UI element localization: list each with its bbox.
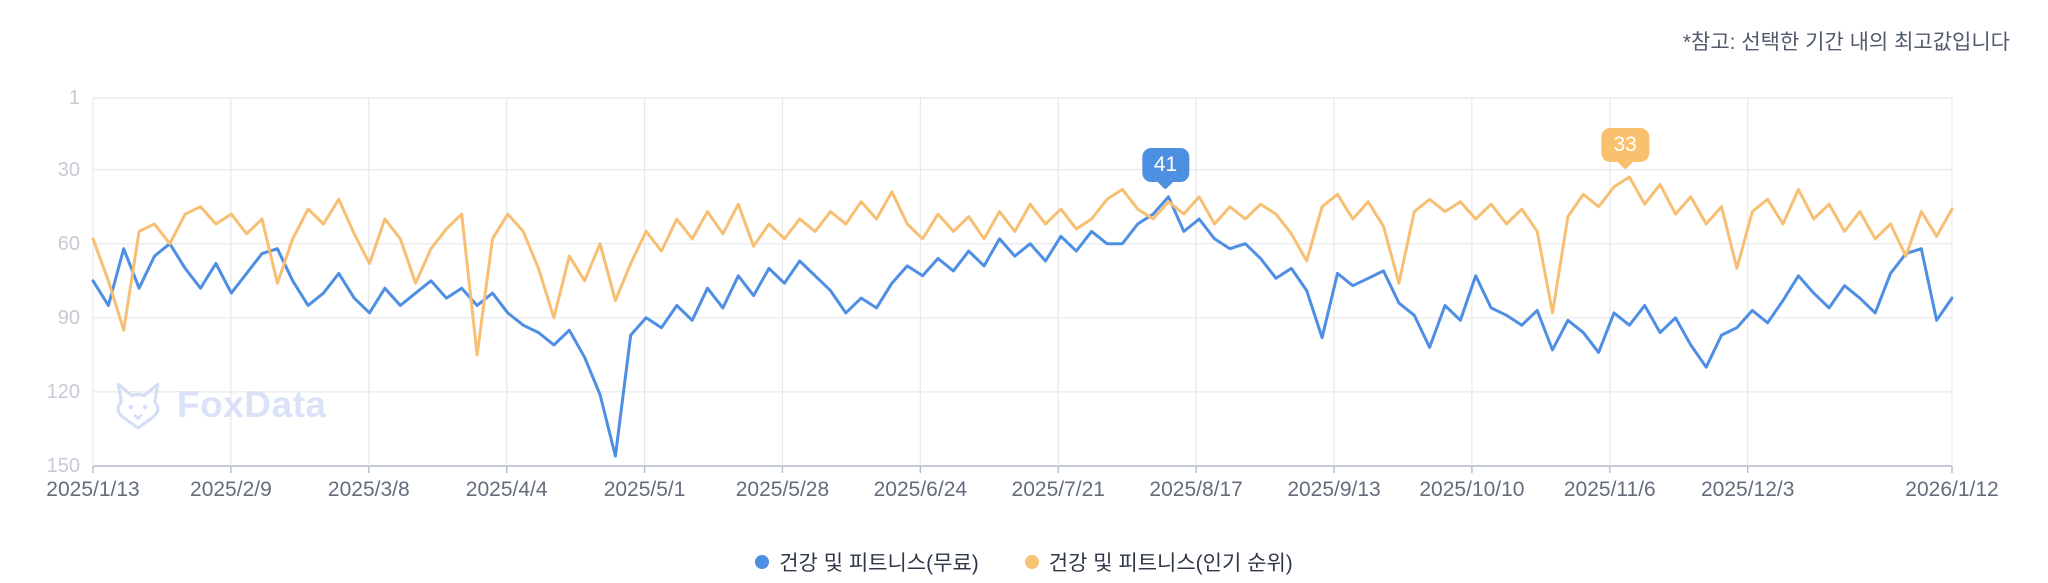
x-tick-label: 2025/10/10 <box>1419 478 1525 501</box>
y-tick-label: 150 <box>46 455 80 477</box>
legend-item-free[interactable]: 건강 및 피트니스(무료) <box>755 547 979 577</box>
legend-label: 건강 및 피트니스(무료) <box>779 552 979 575</box>
legend-dot-free <box>755 555 770 569</box>
series-line-popular <box>91 175 1954 357</box>
y-tick-label: 60 <box>57 232 80 255</box>
legend-label: 건강 및 피트니스(인기 순위) <box>1048 552 1293 575</box>
series-line-free <box>91 195 1954 458</box>
legend-dot-popular <box>1024 555 1039 569</box>
peak-badge-free: 41 <box>1141 147 1190 190</box>
x-tick-label: 2026/1/12 <box>1905 478 1999 501</box>
chart-legend: 건강 및 피트니스(무료) 건강 및 피트니스(인기 순위) <box>0 547 2048 577</box>
foxdata-watermark: FoxData <box>112 380 326 430</box>
x-tick-label: 2025/9/13 <box>1287 478 1381 501</box>
x-tick-label: 2025/8/17 <box>1149 478 1243 501</box>
x-tick-label: 2025/2/9 <box>190 478 272 501</box>
x-tick-label: 2025/4/4 <box>465 478 548 501</box>
x-tick-label: 2025/6/24 <box>873 478 968 501</box>
x-tick-label: 2025/7/21 <box>1011 478 1105 501</box>
chart-note: *참고: 선택한 기간 내의 최고값입니다 <box>1682 31 2010 54</box>
legend-item-popular[interactable]: 건강 및 피트니스(인기 순위) <box>1024 547 1293 577</box>
peak-badge-value: 33 <box>1613 133 1637 157</box>
x-tick-label: 2025/3/8 <box>327 478 410 501</box>
x-tick-label: 2025/5/28 <box>735 478 830 501</box>
y-tick-label: 1 <box>68 87 80 109</box>
x-tick-label: 2025/12/3 <box>1700 478 1795 501</box>
y-tick-label: 30 <box>57 158 80 181</box>
watermark-text: FoxData <box>177 384 327 425</box>
peak-badge-value: 41 <box>1153 152 1178 176</box>
y-tick-label: 90 <box>57 306 80 329</box>
foxdata-logo-icon <box>116 382 160 430</box>
peak-badge-popular: 33 <box>1601 128 1649 170</box>
x-tick-label: 2025/5/1 <box>603 478 686 501</box>
x-tick-label: 2025/11/6 <box>1563 478 1656 501</box>
y-tick-label: 120 <box>46 380 80 403</box>
x-tick-label: 2025/1/13 <box>46 478 140 501</box>
